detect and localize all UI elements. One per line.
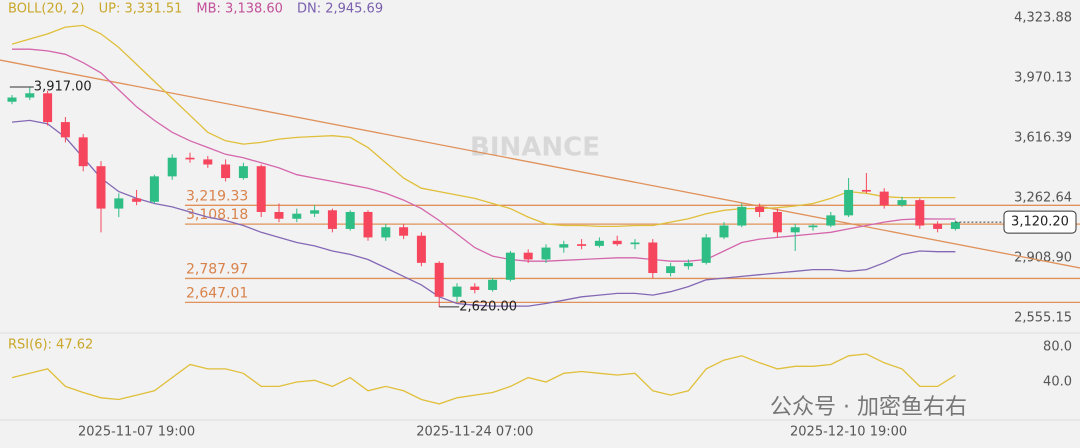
candle-body	[844, 189, 854, 216]
last-price-label: 3,120.20	[1011, 215, 1069, 230]
y-tick-label: 3,616.39	[1014, 130, 1072, 145]
candle-body	[648, 242, 658, 274]
candle-body	[132, 198, 142, 202]
y-tick-label: 3,970.13	[1014, 70, 1072, 85]
candle-body	[452, 286, 462, 297]
legend-entry: UP: 3,331.51	[99, 2, 183, 17]
candle-body	[755, 206, 765, 212]
level-label: 3,108.18	[186, 207, 248, 223]
candle-body	[577, 244, 587, 246]
candle-body	[915, 200, 925, 226]
candle-body	[666, 266, 676, 274]
candle-body	[523, 252, 533, 260]
x-tick-label: 2025-12-10 19:00	[790, 425, 907, 440]
candle-body	[256, 166, 266, 212]
high-marker-label: 3,917.00	[34, 79, 92, 94]
candle-body	[488, 279, 498, 290]
candle-body	[470, 286, 480, 290]
level-label: 3,219.33	[186, 188, 248, 204]
boll-line	[12, 48, 956, 262]
level-label: 2,787.97	[186, 261, 248, 277]
candle-body	[7, 97, 17, 102]
candle-body	[897, 200, 907, 206]
candle-body	[114, 198, 124, 209]
candle-body	[274, 211, 284, 219]
candle-body	[861, 189, 871, 192]
rsi-tick-label: 80.0	[1043, 340, 1072, 355]
candle-body	[185, 157, 195, 160]
candle-body	[43, 93, 53, 123]
candle-body	[683, 262, 693, 267]
low-marker-label: 2,620.00	[459, 299, 517, 314]
candle-body	[149, 176, 159, 202]
candle-body	[363, 211, 373, 238]
candle-body	[808, 225, 818, 228]
y-tick-label: 2,908.90	[1014, 250, 1072, 265]
candle-body	[790, 227, 800, 233]
candle-body	[719, 225, 729, 238]
candle-body	[221, 164, 231, 179]
trendline	[0, 59, 1080, 269]
candle-body	[541, 247, 551, 260]
candle-body	[345, 211, 355, 229]
level-label: 2,647.01	[186, 285, 248, 301]
candle-body	[25, 93, 35, 98]
candle-body	[505, 252, 515, 280]
legend-entry: BOLL(20, 2)	[8, 2, 85, 17]
overlay-text: 公众号 · 加密鱼右右	[770, 395, 967, 420]
candle-body	[310, 210, 320, 214]
candle-body	[167, 157, 177, 177]
legend-entry: DN: 2,945.69	[297, 2, 383, 17]
rsi-tick-label: 40.0	[1043, 375, 1072, 390]
boll-line	[11, 24, 956, 228]
last-price-box	[1003, 210, 1077, 234]
boll-line	[11, 119, 956, 307]
candle-body	[60, 122, 70, 138]
candle-body	[701, 237, 711, 263]
y-tick-label: 2,555.15	[1014, 310, 1072, 325]
candle-body	[416, 235, 426, 263]
candle-body	[559, 244, 569, 248]
candle-body	[737, 206, 747, 226]
candle-body	[96, 166, 106, 209]
candle-body	[772, 211, 782, 233]
candle-body	[630, 242, 640, 245]
x-tick-label: 2025-11-07 19:00	[78, 425, 195, 440]
candle-body	[203, 159, 213, 165]
candle-body	[327, 210, 337, 229]
candle-body	[78, 137, 88, 167]
candle-body	[434, 262, 444, 297]
candle-body	[826, 215, 836, 226]
x-tick-label: 2025-11-24 07:00	[416, 425, 533, 440]
rsi-title: RSI(6): 47.62	[8, 338, 93, 353]
candle-body	[292, 213, 302, 219]
y-tick-label: 4,323.88	[1014, 10, 1072, 25]
candle-body	[594, 240, 604, 246]
candle-body	[399, 227, 409, 236]
candle-body	[381, 227, 391, 238]
watermark: BINANCE	[470, 133, 600, 163]
candle-body	[950, 222, 960, 229]
candle-body	[238, 166, 248, 179]
rsi-line	[11, 353, 956, 405]
candle-body	[933, 223, 943, 229]
candle-body	[879, 191, 889, 206]
y-tick-label: 3,262.64	[1014, 190, 1072, 205]
legend-entry: MB: 3,138.60	[196, 2, 283, 17]
candle-body	[612, 240, 622, 245]
